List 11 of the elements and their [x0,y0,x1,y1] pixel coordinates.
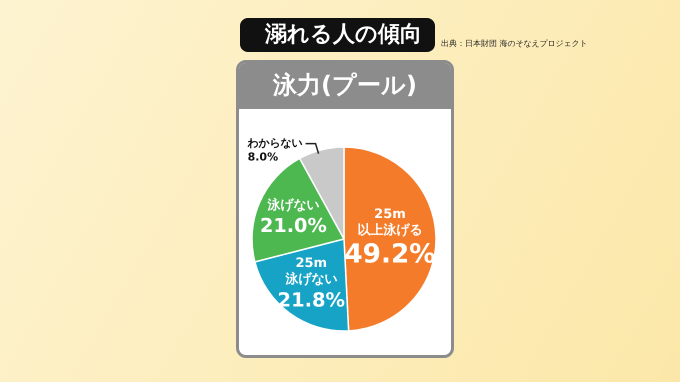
slice-label: 25m以上泳げる [357,207,422,238]
data-label: 8.0% [248,150,278,164]
chart-subtitle: 泳力(プール) [239,63,451,109]
data-label: 21.8% [278,288,345,312]
chart-title: 溺れる人の傾向 [240,18,435,52]
slice-label: 25m泳げない [284,256,338,288]
slice-label: 泳げない [266,196,320,213]
data-label: 49.2% [344,240,436,270]
source-note: 出典：日本財団 海のそなえプロジェクト [441,38,588,49]
data-label: 21.0% [260,214,327,238]
slice-label: わからない [246,136,303,150]
